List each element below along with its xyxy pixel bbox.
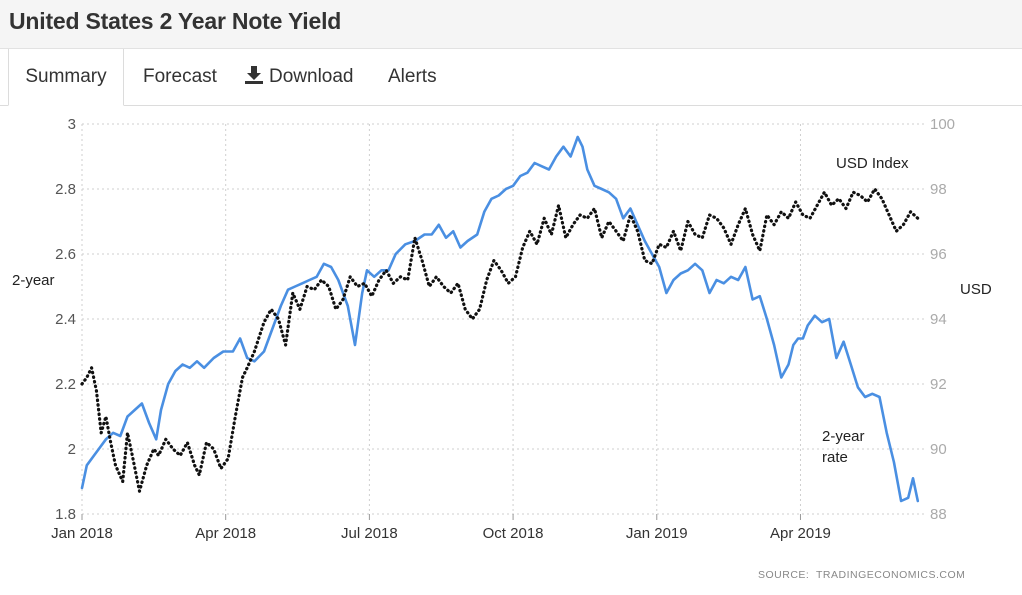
tab-download[interactable]: Download <box>245 49 354 105</box>
left-tick-label: 1.8 <box>55 506 76 523</box>
left-tick-label: 2.6 <box>55 246 76 263</box>
right-tick-label: 100 <box>930 116 955 133</box>
yield-chart: 3 100 2.8 98 2.6 96 2.4 94 2.2 92 2 90 1.8 88 Jan 2018… <box>12 116 992 581</box>
chart-source: SOURCE: TRADINGECONOMICS.COM <box>758 569 965 581</box>
download-icon <box>245 51 263 107</box>
page-title: United States 2 Year Note Yield <box>9 8 342 34</box>
right-tick-label: 90 <box>930 441 947 458</box>
right-axis-label: USD <box>960 281 992 298</box>
tab-summary-label: Summary <box>25 66 107 87</box>
tab-forecast-label: Forecast <box>143 66 217 87</box>
right-tick-label: 98 <box>930 181 947 198</box>
left-tick-label: 2 <box>68 441 76 458</box>
x-tick-label: Apr 2019 <box>770 525 831 542</box>
left-tick-label: 2.2 <box>55 376 76 393</box>
chart-grid <box>81 123 925 515</box>
chart-series <box>80 135 920 503</box>
right-tick-label: 96 <box>930 246 947 263</box>
x-tick-label: Oct 2018 <box>483 525 544 542</box>
left-axis-label: 2-year <box>12 272 55 289</box>
x-tick-label: Apr 2018 <box>195 525 256 542</box>
right-tick-label: 92 <box>930 376 947 393</box>
chart-axes: 3 100 2.8 98 2.6 96 2.4 94 2.2 92 2 90 1.8 88 Jan 2018… <box>51 116 955 542</box>
x-tick-label: Jul 2018 <box>341 525 398 542</box>
x-tick-label: Jan 2019 <box>626 525 688 542</box>
x-tick-label: Jan 2018 <box>51 525 113 542</box>
tab-forecast[interactable]: Forecast <box>143 49 217 105</box>
right-tick-label: 88 <box>930 506 947 523</box>
two-year-annotation-line2: rate <box>822 449 848 466</box>
left-tick-label: 3 <box>68 116 76 133</box>
usd-index-line <box>80 187 920 493</box>
right-tick-label: 94 <box>930 311 947 328</box>
tab-alerts-label: Alerts <box>388 66 437 87</box>
tab-download-label: Download <box>269 66 354 87</box>
tab-summary[interactable]: Summary <box>8 49 124 106</box>
left-tick-label: 2.8 <box>55 181 76 198</box>
left-tick-label: 2.4 <box>55 311 76 328</box>
tab-alerts[interactable]: Alerts <box>388 49 437 105</box>
page-header: United States 2 Year Note Yield <box>0 0 1022 49</box>
two-year-yield-line <box>80 135 920 503</box>
usd-index-annotation: USD Index <box>836 155 909 172</box>
two-year-annotation-line1: 2-year <box>822 428 865 445</box>
tab-bar: Summary Forecast Download Alerts <box>0 49 1022 106</box>
